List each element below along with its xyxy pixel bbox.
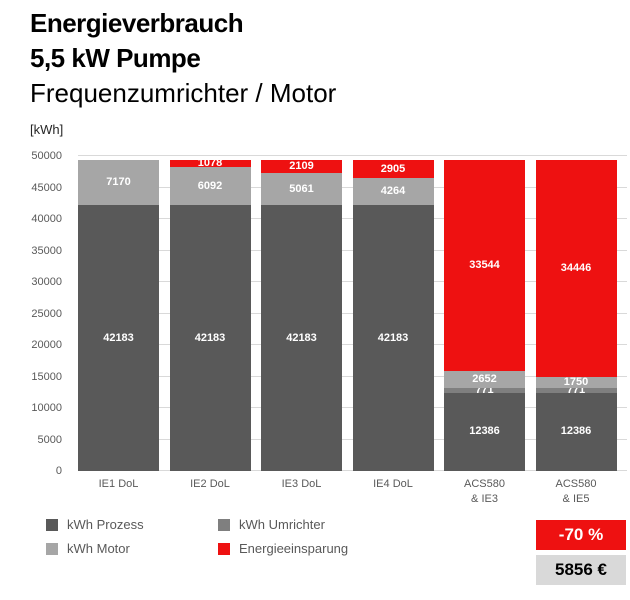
x-category-label-1: IE1 DoL: [98, 478, 139, 490]
segment-umrichter: 771: [444, 384, 525, 397]
segment-einsparung: 1078: [169, 156, 251, 169]
chart-subtitle: Frequenzumrichter / Motor: [30, 78, 337, 108]
y-tick-label-35000: 35000: [31, 244, 62, 257]
bar-ie2-dol: 42183 6092 1078: [169, 156, 251, 471]
segment-motor: 1750: [535, 376, 617, 389]
chart-header: Energieverbrauch 5,5 kW Pumpe Frequenzum…: [30, 6, 336, 137]
segment-prozess: 12386: [535, 392, 617, 471]
segment-value-label: 1750: [563, 376, 589, 389]
legend-marker-motor: [46, 542, 58, 555]
legend-label-prozess: kWh Prozess: [67, 517, 144, 532]
savings-percent-badge: -70 %: [536, 520, 626, 550]
legend-item-einsparung: Energieeinsparung: [218, 541, 348, 556]
segment-value-label: 42183: [194, 331, 226, 344]
segment-value-label: 4264: [380, 185, 406, 198]
segment-value-label: 12386: [560, 425, 592, 438]
y-tick-label-25000: 25000: [31, 307, 62, 320]
title-line-1: Energieverbrauch: [30, 8, 244, 38]
segment-value-label: 42183: [377, 331, 409, 344]
y-axis-tick-labels: 0 5000 10000 15000 20000 25000 30000 35000 40000…: [0, 150, 62, 477]
segment-value-label: 34446: [560, 262, 592, 275]
segment-motor: 7170: [78, 160, 159, 206]
segment-value-label: 1078: [197, 156, 223, 169]
x-axis-category-labels: IE1 DoL IE2 DoL IE3 DoL IE4 DoL ACS580 & IE3…: [78, 477, 627, 511]
y-tick-label-15000: 15000: [31, 370, 62, 383]
segment-value-label: 771: [566, 384, 586, 397]
y-tick-label-10000: 10000: [31, 402, 62, 414]
segment-einsparung: 2905: [352, 160, 434, 179]
segment-motor: 4264: [352, 178, 434, 206]
legend-marker-einsparung: [218, 542, 230, 555]
bar-ie4-dol: 42183 4264 2905: [352, 156, 434, 471]
segment-einsparung: 33544: [444, 160, 525, 372]
bar-acs580-ie3: 12386 771 2652 33544: [444, 156, 525, 471]
y-tick-label-5000: 5000: [37, 433, 62, 446]
savings-percent-value: -70 %: [558, 525, 604, 544]
segment-umrichter: 771: [535, 384, 617, 397]
x-category-label-6: ACS580 & IE5: [555, 478, 597, 505]
segment-prozess: 42183: [169, 205, 251, 471]
segment-motor: 6092: [169, 166, 251, 206]
legend-label-umrichter: kWh Umrichter: [239, 517, 325, 532]
segment-value-label: 6092: [197, 179, 223, 192]
segment-prozess: 42183: [78, 205, 159, 471]
legend-item-motor: kWh Motor: [46, 541, 218, 556]
x-category-label-5: ACS580 & IE3: [464, 478, 505, 505]
segment-value-label: 12386: [469, 425, 500, 438]
y-tick-label-30000: 30000: [31, 276, 62, 288]
segment-value-label: 2905: [380, 162, 406, 175]
savings-euro-badge: 5856 €: [536, 555, 626, 585]
plot-area: 42183 7170 42183 6092 1078 42183 5061 2109 42183…: [78, 155, 627, 471]
legend-item-umrichter: kWh Umrichter: [218, 517, 348, 532]
y-tick-label-40000: 40000: [31, 213, 62, 225]
segment-value-label: 2109: [289, 160, 314, 173]
legend-marker-prozess: [46, 518, 58, 531]
y-tick-label-0: 0: [55, 465, 62, 477]
x-category-label-4: IE4 DoL: [373, 478, 413, 490]
y-tick-label-45000: 45000: [31, 181, 62, 194]
bar-ie1-dol: 42183 7170: [78, 156, 159, 471]
savings-euro-value: 5856 €: [555, 560, 607, 579]
segment-value-label: 7170: [106, 176, 131, 189]
x-category-label-3: IE3 DoL: [281, 478, 322, 490]
bar-acs580-ie5: 12386 771 1750 34446: [535, 156, 617, 471]
segment-value-label: 42183: [103, 331, 134, 344]
legend-marker-umrichter: [218, 518, 230, 531]
gridline-50000: [78, 155, 627, 156]
bar-ie3-dol: 42183 5061 2109: [261, 156, 342, 471]
y-axis-unit-label: [kWh]: [30, 122, 64, 137]
legend-label-einsparung: Energieeinsparung: [239, 541, 349, 556]
segment-einsparung: 34446: [535, 160, 617, 378]
title-line-2: 5,5 kW Pumpe: [30, 43, 201, 73]
segment-value-label: 5061: [289, 182, 314, 195]
legend-item-prozess: kWh Prozess: [46, 517, 218, 532]
segment-einsparung: 2109: [261, 160, 342, 174]
x-category-label-2: IE2 DoL: [190, 478, 230, 490]
y-tick-label-50000: 50000: [31, 150, 62, 162]
chart-legend: kWh Prozess kWh Umrichter kWh Motor Energie…: [46, 517, 348, 556]
y-tick-label-20000: 20000: [31, 339, 62, 351]
segment-value-label: 33544: [469, 259, 500, 272]
segment-value-label: 2652: [472, 373, 497, 386]
legend-label-motor: kWh Motor: [67, 541, 130, 556]
segment-prozess: 12386: [444, 392, 525, 471]
segment-motor: 5061: [261, 173, 342, 206]
segment-value-label: 42183: [286, 331, 317, 344]
segment-value-label: 771: [475, 384, 494, 397]
segment-prozess: 42183: [261, 205, 342, 471]
segment-prozess: 42183: [352, 205, 434, 471]
segment-motor: 2652: [444, 371, 525, 389]
